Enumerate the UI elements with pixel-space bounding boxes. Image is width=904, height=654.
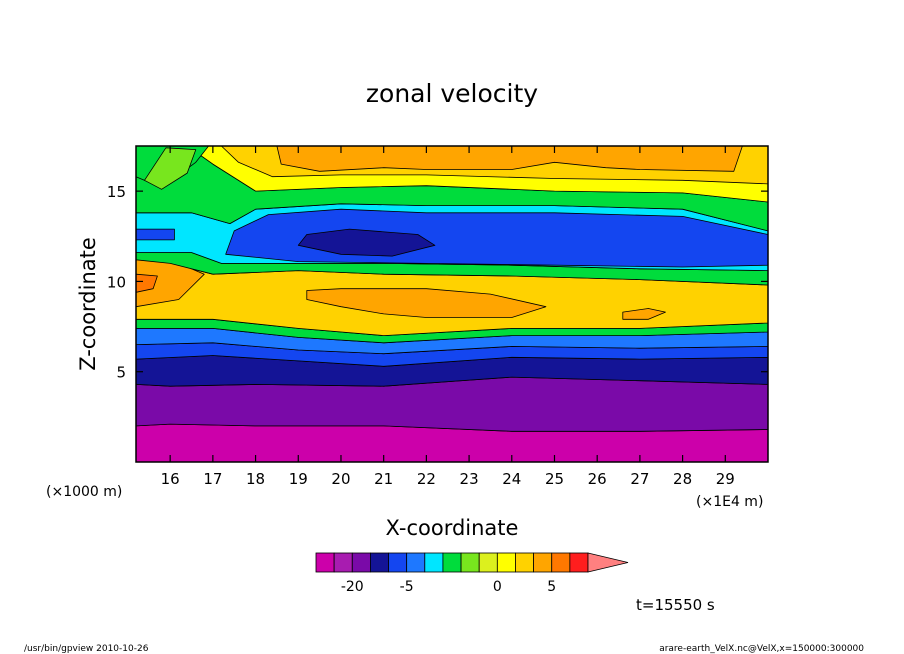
contour-region-13	[135, 228, 175, 241]
time-label: t=15550 s	[636, 596, 715, 614]
colorbar-box	[442, 552, 462, 573]
x-axis-ticks: 16 17 18 19 20 21 22 23 24 25 26 27 28 29	[161, 146, 735, 488]
colorbar-box	[478, 552, 498, 573]
footer-program: /usr/bin/gpview 2010-10-26	[24, 644, 149, 654]
x-tick-label: 27	[630, 470, 649, 488]
contour-fills	[135, 145, 769, 463]
colorbar-box	[460, 552, 480, 573]
colorbar-box	[533, 552, 553, 573]
colorbar-box	[496, 552, 516, 573]
x-tick-label: 29	[716, 470, 735, 488]
x-tick-label: 23	[460, 470, 479, 488]
y-axis-label: Z-coordinate	[76, 237, 100, 371]
x-tick-label: 26	[588, 470, 607, 488]
colorbar-box	[515, 552, 535, 573]
colorbar-box	[424, 552, 444, 573]
y-tick-label: 15	[107, 183, 126, 201]
y-axis-unit: (×1000 m)	[46, 484, 122, 500]
y-tick-label: 10	[107, 273, 126, 291]
y-axis-ticks: 5 10 15	[107, 183, 768, 382]
x-tick-label: 16	[161, 470, 180, 488]
colorbar-legend: -20 -5 0 5	[315, 552, 629, 595]
colorbar-box	[551, 552, 571, 573]
x-tick-label: 18	[246, 470, 265, 488]
colorbar-box	[333, 552, 353, 573]
x-tick-label: 22	[417, 470, 436, 488]
colorbar-box	[388, 552, 408, 573]
x-tick-label: 17	[203, 470, 222, 488]
contour-region-15	[297, 228, 436, 257]
chart-title: zonal velocity	[366, 79, 538, 108]
x-tick-label: 20	[331, 470, 350, 488]
x-axis-unit: (×1E4 m)	[696, 494, 763, 510]
colorbar-box	[406, 552, 426, 573]
colorbar-box	[351, 552, 371, 573]
x-tick-label: 24	[502, 470, 521, 488]
contour-region-7	[306, 288, 547, 318]
footer-source: arare-earth_VelX.nc@VelX,x=150000:300000	[659, 644, 864, 654]
x-tick-label: 21	[374, 470, 393, 488]
x-tick-label: 25	[545, 470, 564, 488]
contour-region-19	[276, 145, 743, 172]
plot-frame	[135, 145, 769, 463]
colorbar-tick-label: -20	[341, 579, 364, 595]
colorbar-box	[369, 552, 389, 573]
x-tick-label: 19	[289, 470, 308, 488]
colorbar-box	[569, 552, 589, 573]
y-tick-label: 5	[116, 364, 126, 382]
colorbar-tick-label: 5	[547, 579, 556, 595]
x-tick-label: 28	[673, 470, 692, 488]
colorbar-tick-label: -5	[400, 579, 414, 595]
contour-region-8	[622, 308, 666, 320]
x-axis-label: X-coordinate	[386, 516, 519, 540]
colorbar-tick-label: 0	[493, 579, 502, 595]
colorbar-box	[315, 552, 335, 573]
plot-area: 16 17 18 19 20 21 22 23 24 25 26 27 28 29 5 10 15	[107, 145, 769, 488]
colorbar-extend-arrow	[587, 552, 629, 573]
contour-region-21	[144, 147, 197, 190]
